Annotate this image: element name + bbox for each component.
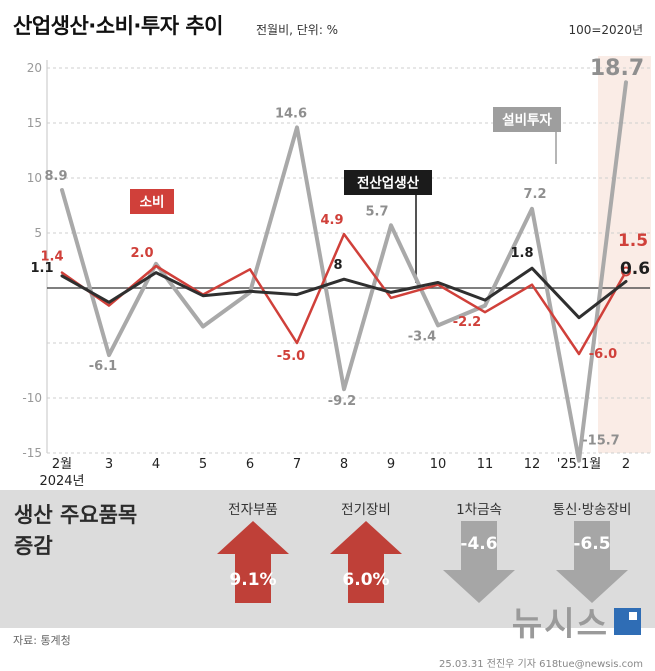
item-label: 전자부품 [228, 502, 278, 518]
x-tick-label: 12 [524, 457, 541, 472]
y-tick-label: -10 [22, 391, 42, 405]
y-tick-label: 15 [27, 116, 42, 130]
panel-items: 전자부품 9.1% 전기장비 6.0% 1차금속 -4.6 [200, 498, 645, 609]
arrow-shape [330, 521, 402, 603]
data-label-production: 1.8 [510, 246, 533, 261]
series-badge [493, 107, 561, 132]
arrow-shape [217, 521, 289, 603]
data-label-production: 1.1 [30, 261, 53, 276]
data-label-consumption: 1.4 [40, 250, 63, 265]
data-label-capex: -3.4 [408, 329, 436, 344]
series-badge [130, 189, 174, 214]
series-line-production [60, 266, 628, 320]
panel-item-electronic-parts: 전자부품 9.1% [200, 498, 306, 609]
newsis-logo: 뉴시스 [512, 597, 641, 645]
source-note: 자료: 통계청 [13, 634, 71, 647]
data-label-capex: -6.1 [89, 359, 117, 374]
item-value: -6.5 [573, 534, 610, 554]
series-badge-label: 소비 [140, 195, 165, 211]
arrow-shape [556, 521, 628, 603]
production-items-panel: 생산 주요품목 증감 전자부품 9.1% 전기장비 6.0% 1차금속 [0, 490, 655, 628]
item-label: 1차금속 [456, 502, 502, 518]
down-arrow-icon: -6.5 [556, 521, 628, 603]
logo-square-icon [614, 607, 641, 635]
item-label: 전기장비 [341, 502, 391, 518]
series-badge [344, 170, 432, 195]
page-title: 산업생산·소비·투자 추이 [13, 14, 223, 38]
x-tick-label: 5 [199, 457, 207, 472]
y-tick-label: 20 [27, 61, 42, 75]
item-label: 통신·방송장비 [552, 502, 632, 518]
panel-item-communication-broadcast-equipment: 통신·방송장비 -6.5 [539, 498, 645, 609]
series-line-consumption [60, 232, 628, 356]
highlight-band [598, 56, 651, 453]
x-tick-label: 6 [246, 457, 254, 472]
data-label-consumption: -2.2 [453, 315, 481, 330]
unit-note: 전월비, 단위: % [256, 23, 339, 37]
end-value-label: 0.6 [620, 259, 650, 279]
data-label-capex: 8.9 [44, 169, 67, 184]
up-arrow-icon: 6.0% [330, 521, 402, 603]
data-label-capex: 7.2 [523, 187, 546, 202]
item-value: 9.1% [229, 570, 276, 590]
x-tick-label: 2월 [52, 457, 72, 472]
data-label-capex: -9.2 [328, 394, 356, 409]
x-tick-label: 9 [387, 457, 395, 472]
data-label-capex: 5.7 [365, 204, 388, 219]
series-line-capex [60, 80, 628, 463]
logo-text: 뉴시스 [511, 604, 609, 643]
x-tick-label: 8 [340, 457, 348, 472]
item-value: -4.6 [460, 534, 497, 554]
data-label-consumption: -6.0 [589, 347, 617, 362]
down-arrow-icon: -4.6 [443, 521, 515, 603]
data-label-capex: 14.6 [275, 106, 307, 121]
byline: 25.03.31 전진우 기자 618tue@newsis.com [439, 659, 643, 670]
x-tick-label: 2 [622, 457, 630, 472]
data-label-capex: -15.7 [582, 434, 619, 449]
y-tick-label: 5 [34, 226, 42, 240]
end-value-label: 1.5 [618, 231, 648, 251]
y-tick-label: -15 [22, 446, 42, 460]
end-value-label: 18.7 [590, 56, 644, 81]
y-tick-label: 10 [27, 171, 42, 185]
panel-item-primary-metals: 1차금속 -4.6 [426, 498, 532, 609]
data-label-consumption: 2.0 [130, 246, 153, 261]
x-axis-year-label: 2024년 [39, 474, 84, 489]
panel-item-electrical-equipment: 전기장비 6.0% [313, 498, 419, 609]
base-index-note: 100=2020년 [568, 23, 643, 37]
x-tick-label: 11 [477, 457, 494, 472]
up-arrow-icon: 9.1% [217, 521, 289, 603]
arrow-shape [443, 521, 515, 603]
x-tick-label: 10 [430, 457, 447, 472]
x-tick-label: 7 [293, 457, 301, 472]
panel-title-line1: 생산 주요품목 [14, 503, 138, 527]
series-end-marker-consumption [621, 266, 631, 277]
data-label-consumption: -5.0 [277, 349, 305, 364]
data-label-production: 8 [333, 258, 342, 273]
series-badge-label: 설비투자 [502, 113, 552, 129]
data-label-consumption: 4.9 [320, 213, 343, 228]
item-value: 6.0% [342, 570, 389, 590]
panel-title-line2: 증감 [14, 534, 53, 558]
x-tick-label: 3 [105, 457, 113, 472]
x-tick-label: '25.1월 [557, 457, 601, 472]
trend-line-chart: 20 15 10 5 -10 -15 2월 3 4 5 6 7 8 9 10 11 12 '25.1월 2 2024년… [22, 56, 651, 489]
panel-title: 생산 주요품목 증감 [14, 500, 137, 562]
x-tick-label: 4 [152, 457, 160, 472]
series-badge-label: 전산업생산 [357, 175, 420, 192]
